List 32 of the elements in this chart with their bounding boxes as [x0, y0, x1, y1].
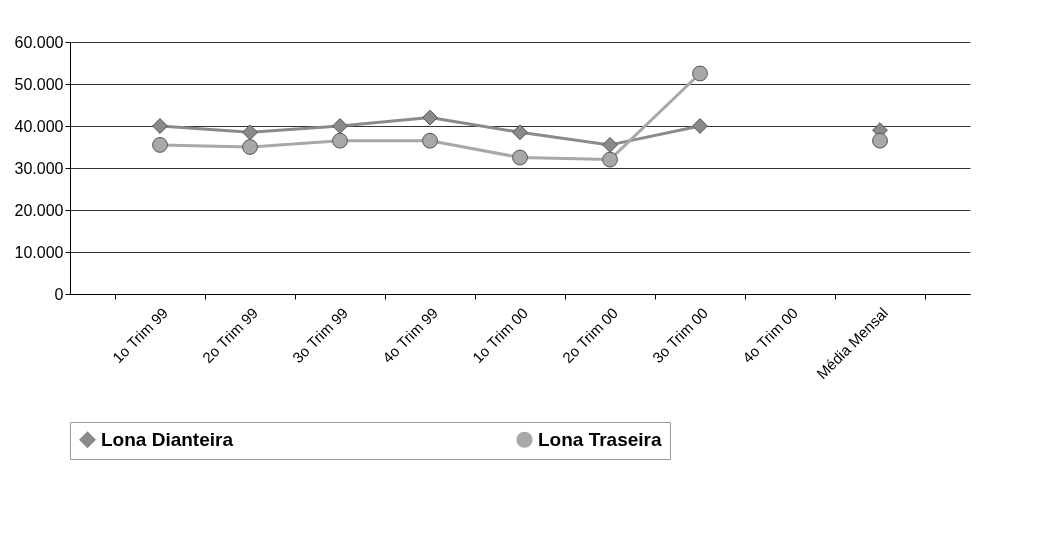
y-tick-label: 40.000: [14, 117, 64, 135]
x-tick-label: 1o Trim 00: [468, 304, 532, 367]
point: [692, 118, 708, 134]
x-tick-label: 3o Trim 00: [648, 304, 712, 367]
point: [692, 65, 708, 82]
x-tick-label: 2o Trim 00: [558, 304, 622, 367]
point: [152, 137, 168, 153]
point: [242, 139, 258, 155]
y-tick-label: 60.000: [14, 33, 64, 51]
y-tick-label: 10.000: [14, 243, 64, 261]
point: [512, 124, 528, 141]
point: [602, 151, 618, 168]
point: [422, 109, 438, 126]
point: [332, 132, 348, 149]
y-tick-label: 30.000: [14, 159, 64, 177]
y-tick-label: 50.000: [14, 75, 64, 93]
point: [152, 118, 168, 134]
point: [872, 132, 888, 149]
x-tick-label: 1o Trim 99: [108, 304, 172, 367]
x-tick-label: 4o Trim 99: [378, 304, 442, 367]
legend-label: Lona Dianteira: [101, 428, 234, 450]
point: [422, 132, 438, 149]
x-tick-label: 2o Trim 99: [198, 304, 262, 367]
point: [512, 149, 528, 166]
point: [332, 118, 348, 134]
legend-label: Lona Traseira: [538, 428, 662, 450]
point: [602, 136, 618, 153]
x-tick-label: 3o Trim 99: [288, 304, 352, 367]
point: [242, 124, 258, 141]
y-tick-label: 20.000: [14, 201, 64, 219]
x-tick-label: 4o Trim 00: [738, 304, 802, 367]
y-tick-label: 0: [54, 285, 64, 303]
